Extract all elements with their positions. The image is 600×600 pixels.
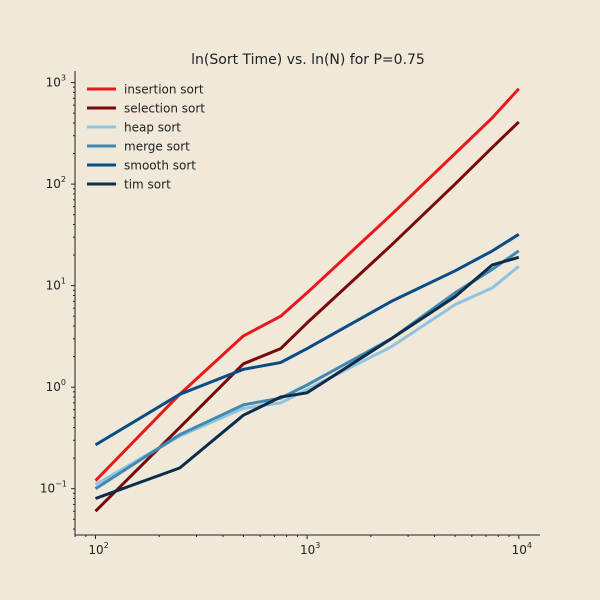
legend: insertion sort selection sort heap sort mer…	[87, 83, 205, 192]
y-tick-label: 101	[46, 277, 66, 293]
y-tick-label-exp: 1	[61, 277, 66, 286]
x-tick-label-base: 10	[300, 543, 315, 557]
plot-lines	[94, 87, 520, 513]
x-tick-label-base: 10	[512, 543, 527, 557]
legend-label-3: merge sort	[124, 140, 190, 154]
legend-label-0: insertion sort	[124, 83, 204, 97]
y-tick-label: 100	[46, 378, 66, 394]
legend-label-5: tim sort	[124, 178, 171, 192]
series-line-4	[94, 233, 520, 447]
x-tick-label-exp: 3	[315, 541, 320, 550]
legend-label-4: smooth sort	[124, 159, 196, 173]
y-tick-label-exp: −1	[55, 480, 67, 489]
x-tick-label-exp: 4	[527, 541, 532, 550]
x-tick-label-exp: 2	[104, 541, 109, 550]
y-tick-label-base: 10	[46, 76, 61, 90]
y-tick-label-base: 10	[40, 482, 55, 496]
x-tick-label-base: 10	[88, 543, 103, 557]
y-tick-label-exp: 3	[61, 74, 66, 83]
legend-label-1: selection sort	[124, 102, 205, 116]
series-line-3	[94, 249, 520, 490]
y-tick-label: 10−1	[40, 480, 67, 496]
y-tick-label-exp: 0	[61, 378, 66, 387]
x-tick-label: 104	[512, 541, 532, 557]
legend-label-2: heap sort	[124, 121, 181, 135]
y-tick-label-base: 10	[46, 279, 61, 293]
series-line-0	[94, 87, 520, 482]
series-line-5	[94, 255, 520, 500]
x-tick-label: 103	[300, 541, 320, 557]
y-tick-label: 102	[46, 175, 66, 191]
x-axis-ticks: 102 103 104	[74, 535, 532, 557]
y-tick-label-exp: 2	[61, 175, 66, 184]
series-line-1	[94, 120, 520, 513]
y-tick-label-base: 10	[46, 380, 61, 394]
x-tick-label: 102	[88, 541, 108, 557]
chart-title: ln(Sort Time) vs. ln(N) for P=0.75	[191, 52, 425, 68]
series-line-2	[94, 265, 520, 486]
y-tick-label-base: 10	[46, 177, 61, 191]
y-tick-label: 103	[46, 74, 66, 90]
